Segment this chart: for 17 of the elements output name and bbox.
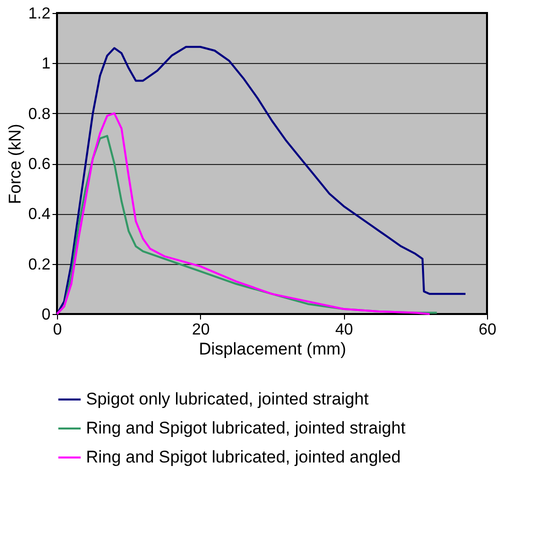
y-tick-label: 0.6 [28,156,51,173]
y-tick-label: 0.4 [28,206,51,224]
legend-label: Ring and Spigot lubricated, jointed angled [86,448,401,466]
x-tick-label: 20 [192,322,210,338]
legend-label: Spigot only lubricated, jointed straight [86,390,369,408]
legend-label: Ring and Spigot lubricated, jointed straight [86,418,406,438]
y-tick-label: 0 [42,306,51,324]
x-axis-title: Displacement (mm) [198,340,346,358]
y-tick-label: 0.8 [28,106,51,123]
y-tick-label: 1 [42,56,51,73]
y-axis-title: Force (kN) [5,124,24,204]
y-tick-label: 1.2 [28,6,51,22]
y-tick-label: 0.2 [28,256,51,274]
x-tick-label: 0 [53,322,62,338]
x-tick-label: 40 [335,322,354,338]
x-tick-label: 60 [478,322,496,338]
line-series [56,46,466,315]
